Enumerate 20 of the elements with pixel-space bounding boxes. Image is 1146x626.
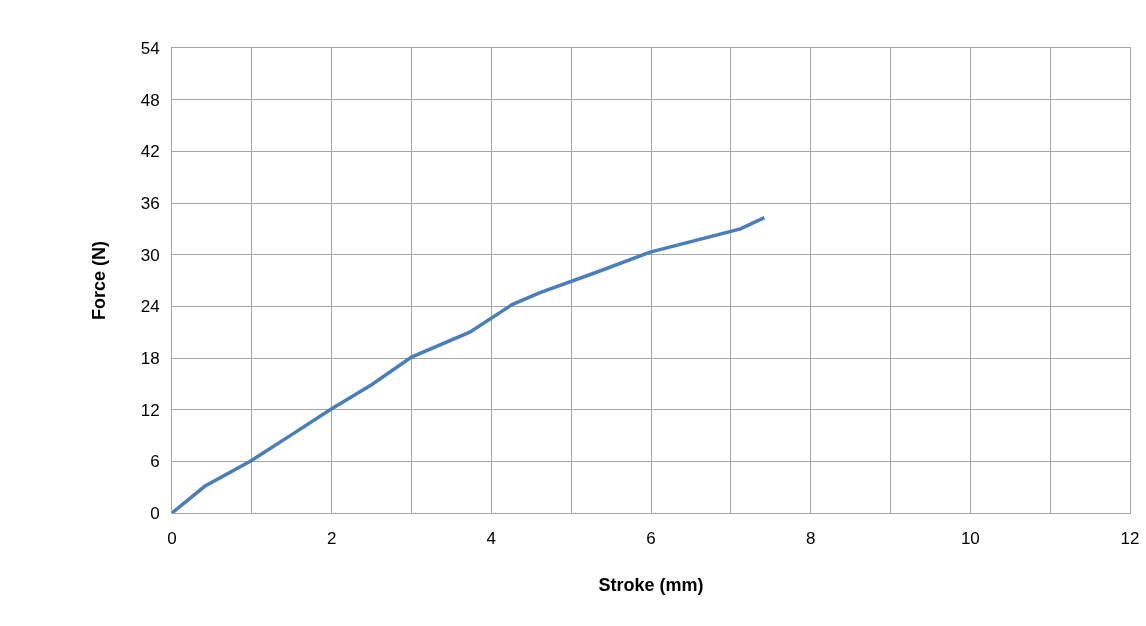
x-tick-label: 0 bbox=[167, 529, 177, 549]
x-axis-title: Stroke (mm) bbox=[598, 574, 704, 595]
y-tick-label: 48 bbox=[140, 90, 160, 110]
y-axis-title: Force (N) bbox=[88, 240, 109, 321]
y-tick-label: 24 bbox=[140, 297, 160, 317]
y-tick-label: 18 bbox=[140, 348, 160, 368]
y-tick-label: 30 bbox=[140, 245, 160, 265]
y-tick-label: 54 bbox=[140, 38, 160, 58]
y-tick-label: 42 bbox=[140, 142, 160, 162]
x-tick-label: 4 bbox=[486, 529, 497, 549]
line-series bbox=[172, 215, 767, 513]
x-tick-label: 10 bbox=[960, 529, 980, 549]
x-tick-label: 2 bbox=[326, 529, 337, 549]
y-tick-label: 0 bbox=[150, 503, 160, 523]
x-tick-label: 6 bbox=[646, 529, 656, 549]
y-tick-label: 12 bbox=[140, 400, 160, 420]
y-tick-label: 36 bbox=[140, 193, 160, 213]
y-tick-label: 6 bbox=[150, 452, 160, 472]
x-tick-label: 12 bbox=[1120, 529, 1140, 549]
x-tick-label: 8 bbox=[805, 529, 816, 549]
